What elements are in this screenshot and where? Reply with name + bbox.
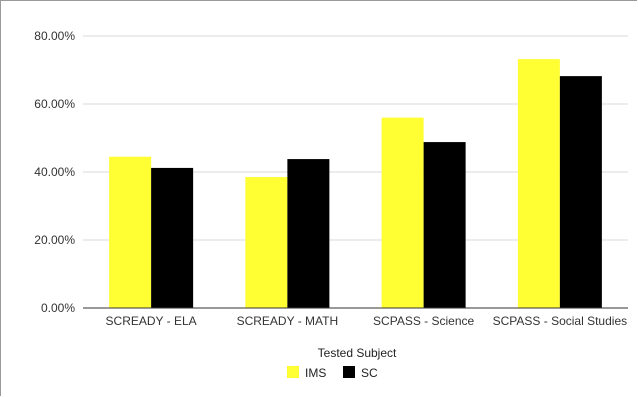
bar-ims-2 [245, 177, 288, 308]
x-axis-title: Tested Subject [318, 346, 397, 360]
bar-sc-4 [559, 76, 602, 309]
bars [83, 59, 628, 309]
y-tick-label: 80.00% [34, 29, 75, 43]
legend-swatch-ims [287, 366, 299, 378]
legend: IMS SC [287, 366, 378, 380]
x-tick-label: SCREADY - MATH [237, 314, 339, 328]
bar-ims-3 [381, 117, 424, 308]
x-tick-label: SCREADY - ELA [106, 314, 197, 328]
x-tick-label: SCPASS - Social Studies [493, 314, 628, 328]
bar-ims-1 [109, 156, 152, 308]
bar-sc-2 [287, 159, 330, 308]
y-tick-labels: 0.00% 20.00% 40.00% 60.00% 80.00% [34, 29, 75, 315]
legend-label-sc: SC [361, 366, 378, 380]
y-tick-label: 20.00% [34, 233, 75, 247]
y-tick-label: 40.00% [34, 165, 75, 179]
legend-label-ims: IMS [305, 366, 326, 380]
x-tick-label: SCPASS - Science [373, 314, 474, 328]
x-tick-labels: SCREADY - ELA SCREADY - MATH SCPASS - Scie… [106, 314, 628, 328]
bar-sc-1 [151, 167, 194, 308]
y-tick-label: 60.00% [34, 97, 75, 111]
y-tick-label: 0.00% [41, 301, 75, 315]
legend-swatch-sc [343, 366, 355, 378]
bar-sc-3 [423, 142, 466, 308]
bar-ims-4 [517, 59, 560, 309]
